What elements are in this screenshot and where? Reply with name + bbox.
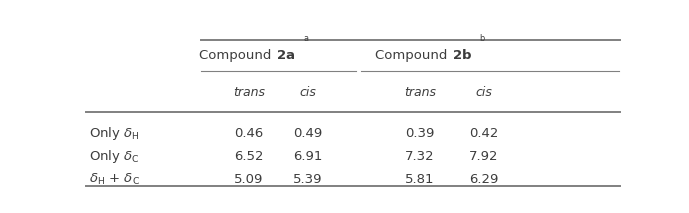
Text: b: b: [480, 34, 485, 43]
Text: 0.46: 0.46: [234, 127, 264, 140]
Text: 6.91: 6.91: [293, 150, 322, 163]
Text: Compound: Compound: [376, 49, 452, 62]
Text: 5.39: 5.39: [293, 173, 322, 186]
Text: cis: cis: [475, 86, 493, 99]
Text: 5.09: 5.09: [234, 173, 264, 186]
Text: 0.42: 0.42: [469, 127, 499, 140]
Text: 7.32: 7.32: [405, 150, 435, 163]
Text: cis: cis: [299, 86, 316, 99]
Text: 0.49: 0.49: [293, 127, 322, 140]
Text: $\mathbf{2b}$: $\mathbf{2b}$: [452, 48, 472, 62]
Text: $\delta_{\mathrm{H}}$ + $\delta_{\mathrm{C}}$: $\delta_{\mathrm{H}}$ + $\delta_{\mathrm…: [89, 172, 140, 187]
Text: $\mathbf{2a}$: $\mathbf{2a}$: [276, 49, 295, 62]
Text: 7.92: 7.92: [469, 150, 499, 163]
Text: Compound: Compound: [199, 49, 276, 62]
Text: 6.52: 6.52: [234, 150, 264, 163]
Text: Only $\delta_{\mathrm{C}}$: Only $\delta_{\mathrm{C}}$: [89, 148, 139, 165]
Text: a: a: [303, 34, 309, 43]
Text: trans: trans: [404, 86, 436, 99]
Text: trans: trans: [233, 86, 265, 99]
Text: 6.29: 6.29: [469, 173, 499, 186]
Text: Only $\delta_{\mathrm{H}}$: Only $\delta_{\mathrm{H}}$: [89, 125, 139, 142]
Text: 5.81: 5.81: [405, 173, 435, 186]
Text: 0.39: 0.39: [405, 127, 435, 140]
